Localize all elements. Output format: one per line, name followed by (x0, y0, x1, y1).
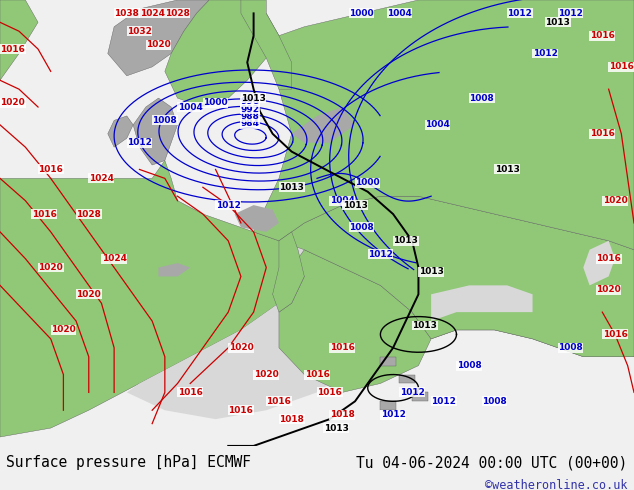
Text: 992: 992 (241, 105, 260, 114)
Text: 1013: 1013 (323, 423, 349, 433)
Text: 1000: 1000 (204, 98, 228, 107)
Text: 1038: 1038 (114, 9, 139, 18)
Text: 996: 996 (241, 97, 260, 106)
Text: 1012: 1012 (127, 138, 152, 147)
Text: 988: 988 (241, 112, 260, 122)
Text: 1013: 1013 (342, 200, 368, 210)
Text: 1020: 1020 (76, 290, 101, 299)
Text: 1004: 1004 (330, 196, 355, 205)
Text: 1013: 1013 (279, 183, 304, 192)
Polygon shape (380, 401, 396, 410)
Text: Tu 04-06-2024 00:00 UTC (00+00): Tu 04-06-2024 00:00 UTC (00+00) (356, 455, 628, 470)
Text: 1000: 1000 (356, 178, 380, 187)
Text: 1013: 1013 (412, 321, 437, 330)
Text: 1012: 1012 (533, 49, 558, 58)
Text: 1020: 1020 (228, 343, 254, 352)
Polygon shape (19, 250, 29, 259)
Text: 1016: 1016 (609, 62, 634, 72)
Polygon shape (279, 196, 634, 357)
Text: 1018: 1018 (279, 415, 304, 424)
Text: 1013: 1013 (495, 165, 520, 174)
Polygon shape (133, 98, 178, 165)
Text: 1016: 1016 (602, 330, 628, 339)
Text: 1016: 1016 (590, 129, 615, 138)
Polygon shape (273, 232, 304, 312)
Polygon shape (241, 0, 292, 89)
Text: 1012: 1012 (368, 250, 393, 259)
Text: 1016: 1016 (330, 343, 355, 352)
Text: 1028: 1028 (76, 210, 101, 219)
Text: 1016: 1016 (317, 388, 342, 397)
Polygon shape (108, 0, 209, 76)
Text: 1020: 1020 (51, 325, 76, 335)
Text: 1018: 1018 (330, 410, 355, 419)
Text: 1020: 1020 (38, 263, 63, 272)
Text: 1016: 1016 (32, 210, 57, 219)
Text: 1020: 1020 (596, 285, 621, 294)
Text: 1024: 1024 (89, 174, 114, 183)
Polygon shape (165, 0, 279, 107)
Text: 1008: 1008 (152, 116, 178, 125)
Polygon shape (399, 374, 415, 384)
Text: 1000: 1000 (349, 9, 373, 18)
Text: 1012: 1012 (558, 9, 583, 18)
Text: 1012: 1012 (431, 397, 456, 406)
Text: 1013: 1013 (545, 18, 571, 27)
Text: 1008: 1008 (482, 397, 507, 406)
Text: 1008: 1008 (456, 361, 482, 370)
Text: 1024: 1024 (101, 254, 127, 263)
Text: 1016: 1016 (596, 254, 621, 263)
Text: 1008: 1008 (469, 94, 495, 102)
Polygon shape (279, 250, 431, 392)
Text: 1004: 1004 (425, 121, 450, 129)
Text: 1024: 1024 (139, 9, 165, 18)
Polygon shape (13, 219, 25, 232)
Text: 1020: 1020 (146, 40, 171, 49)
Text: 1008: 1008 (349, 223, 374, 232)
Polygon shape (254, 0, 634, 250)
Polygon shape (158, 263, 190, 276)
Text: 1004: 1004 (178, 102, 203, 112)
Text: 984: 984 (241, 120, 260, 128)
Text: 1012: 1012 (507, 9, 533, 18)
Polygon shape (108, 116, 133, 147)
Text: 1016: 1016 (178, 388, 203, 397)
Text: 1016: 1016 (304, 370, 330, 379)
Text: 1020: 1020 (602, 196, 628, 205)
Text: 1004: 1004 (387, 9, 412, 18)
Polygon shape (292, 107, 355, 143)
Text: 1016: 1016 (0, 45, 25, 53)
Polygon shape (235, 205, 279, 232)
Text: 1016: 1016 (228, 406, 254, 415)
Text: 1016: 1016 (590, 31, 615, 40)
Text: 1032: 1032 (127, 27, 152, 36)
Text: ©weatheronline.co.uk: ©weatheronline.co.uk (485, 479, 628, 490)
Text: 1012: 1012 (380, 410, 406, 419)
Text: 1012: 1012 (216, 200, 241, 210)
Text: 1028: 1028 (165, 9, 190, 18)
Text: 1016: 1016 (38, 165, 63, 174)
Polygon shape (412, 392, 428, 401)
Polygon shape (380, 357, 396, 366)
Text: 1020: 1020 (0, 98, 25, 107)
Text: 1013: 1013 (393, 236, 418, 245)
Polygon shape (431, 285, 533, 321)
Polygon shape (0, 0, 38, 80)
Text: 1020: 1020 (254, 370, 279, 379)
Polygon shape (127, 241, 380, 419)
Text: 1013: 1013 (241, 94, 266, 102)
Text: Surface pressure [hPa] ECMWF: Surface pressure [hPa] ECMWF (6, 455, 251, 470)
Text: 1013: 1013 (418, 268, 444, 276)
Text: 1012: 1012 (399, 388, 425, 397)
Polygon shape (583, 241, 615, 285)
Text: 1016: 1016 (266, 397, 292, 406)
Polygon shape (431, 303, 634, 357)
Polygon shape (6, 183, 22, 201)
Text: 1008: 1008 (558, 343, 583, 352)
Polygon shape (0, 161, 292, 437)
